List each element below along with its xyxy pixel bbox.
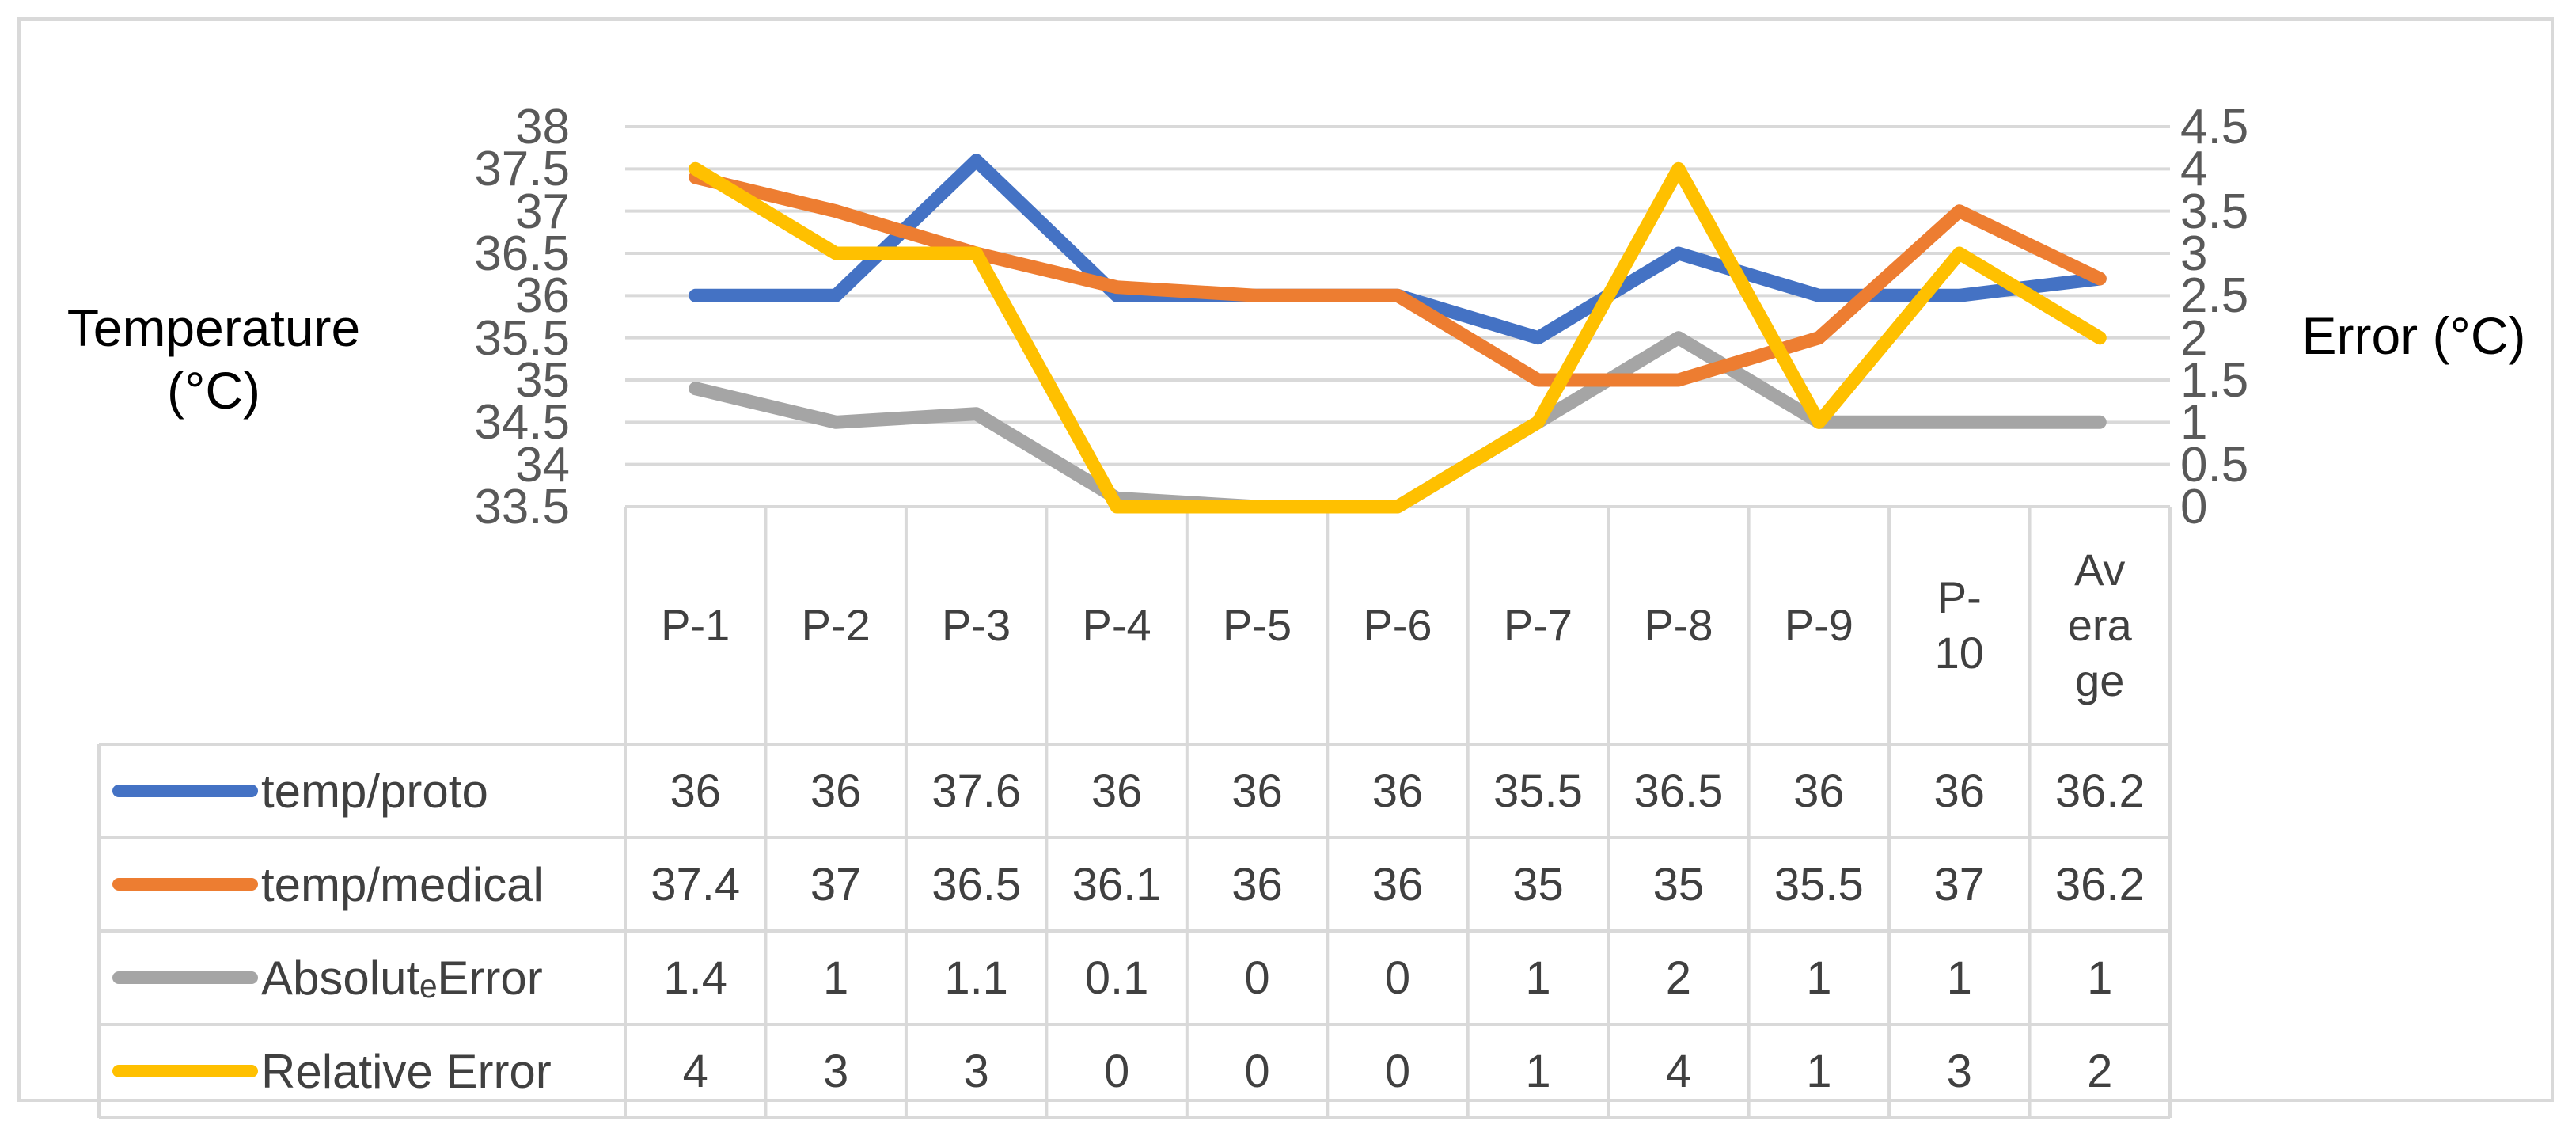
table-cell-value: 0 (1384, 1045, 1411, 1097)
table-cell-value: 0 (1103, 1045, 1130, 1097)
legend-label: Relative Error (261, 1044, 552, 1098)
table-cell-value: 1.1 (944, 952, 1008, 1004)
x-category-label: P-2 (801, 600, 871, 650)
table-cell-value: 0 (1244, 1045, 1270, 1097)
y-left-tick-label: 38 (515, 100, 570, 154)
legend-label: AbsolutₑError (261, 951, 543, 1005)
y-left-tick-label: 36 (515, 268, 570, 324)
table-cell-value: 36 (1231, 858, 1283, 910)
x-category-label: P- 10 (1934, 572, 1984, 678)
table-cell-value: 36.2 (2054, 858, 2145, 910)
x-category-label: P-4 (1082, 600, 1151, 650)
table-cell-value: 35.5 (1774, 858, 1864, 910)
table-cell-value: 1 (1525, 952, 1551, 1004)
table-cell-value: 1.4 (663, 952, 728, 1004)
table-cell-value: 37.4 (651, 858, 741, 910)
table-cell-value: 36.5 (1633, 765, 1724, 817)
table-cell-value: 3 (963, 1045, 989, 1097)
table-cell-value: 37 (810, 858, 862, 910)
y-axis-right-title: Error (°C) (2301, 306, 2526, 365)
table-cell-value: 0 (1384, 952, 1411, 1004)
table-cell-value: 36 (810, 765, 862, 817)
table-cell-value: 36.1 (1072, 858, 1162, 910)
table-cell-value: 36 (670, 765, 721, 817)
legend-label: temp/proto (261, 764, 488, 818)
table-cell-value: 35.5 (1493, 765, 1583, 817)
table-cell-value: 36 (1933, 765, 1986, 817)
y-right-tick-label: 2.5 (2180, 268, 2249, 324)
y-right-tick-label: 4 (2180, 142, 2208, 197)
y-left-tick-label: 34.5 (474, 395, 570, 450)
series-line (689, 162, 2107, 514)
table-cell-value: 36 (1091, 765, 1143, 817)
y-left-tick-label: 37 (515, 184, 570, 239)
x-category-label: P-1 (661, 600, 730, 650)
y-right-tick-label: 0 (2180, 480, 2208, 534)
table-cell-value: 36 (1231, 765, 1283, 817)
y-right-tick-label: 0.5 (2180, 437, 2249, 492)
table-cell-value: 1 (1806, 1045, 1832, 1097)
y-left-tick-label: 33.5 (474, 480, 570, 534)
x-category-label: P-9 (1784, 600, 1853, 650)
y-left-tick-label: 35 (515, 353, 570, 408)
x-category-label: Av era ge (2067, 545, 2132, 705)
y-right-tick-label: 4.5 (2180, 100, 2249, 154)
x-category-label: P-7 (1503, 600, 1573, 650)
y-right-tick-label: 2 (2180, 310, 2208, 366)
table-cell-value: 37.6 (931, 765, 1022, 817)
y-left-tick-label: 36.5 (474, 226, 570, 281)
table-cell-value: 0.1 (1084, 952, 1149, 1004)
table-cell-value: 0 (1244, 952, 1270, 1004)
table-cell-value: 2 (2087, 1045, 2113, 1097)
x-category-label: P-5 (1222, 600, 1292, 650)
x-category-label: P-3 (942, 600, 1011, 650)
table-cell-value: 1 (1806, 952, 1832, 1004)
table-cell-value: 2 (1665, 952, 1692, 1004)
legend-label: temp/medical (261, 857, 544, 911)
table-cell-value: 4 (682, 1045, 708, 1097)
table-cell-value: 35 (1512, 858, 1564, 910)
table-cell-value: 1 (1946, 952, 1972, 1004)
table-cell-value: 3 (1946, 1045, 1972, 1097)
y-right-tick-label: 1 (2180, 395, 2208, 450)
y-axis-left-title: Temperature (°C) (66, 298, 361, 420)
table-cell-value: 36 (1371, 858, 1424, 910)
table-cell-value: 1 (2087, 952, 2113, 1004)
series-line (689, 170, 2107, 387)
y-right-tick-label: 1.5 (2180, 353, 2249, 408)
y-right-tick-label: 3.5 (2180, 184, 2249, 239)
x-category-label: P-8 (1644, 600, 1713, 650)
table-cell-value: 3 (823, 1045, 849, 1097)
table-cell-value: 35 (1652, 858, 1705, 910)
table-cell-value: 36.5 (931, 858, 1022, 910)
y-right-tick-label: 3 (2180, 226, 2208, 281)
table-cell-value: 36 (1371, 765, 1424, 817)
y-left-tick-label: 37.5 (474, 142, 570, 197)
table-cell-value: 1 (1525, 1045, 1551, 1097)
table-cell-value: 36 (1793, 765, 1845, 817)
x-category-label: P-6 (1363, 600, 1432, 650)
table-cell-value: 37 (1933, 858, 1986, 910)
y-left-tick-label: 34 (515, 437, 570, 492)
table-cell-value: 4 (1665, 1045, 1692, 1097)
chart-frame (17, 17, 2554, 1102)
table-cell-value: 1 (823, 952, 849, 1004)
table-cell-value: 36.2 (2054, 765, 2145, 817)
y-left-tick-label: 35.5 (474, 310, 570, 366)
